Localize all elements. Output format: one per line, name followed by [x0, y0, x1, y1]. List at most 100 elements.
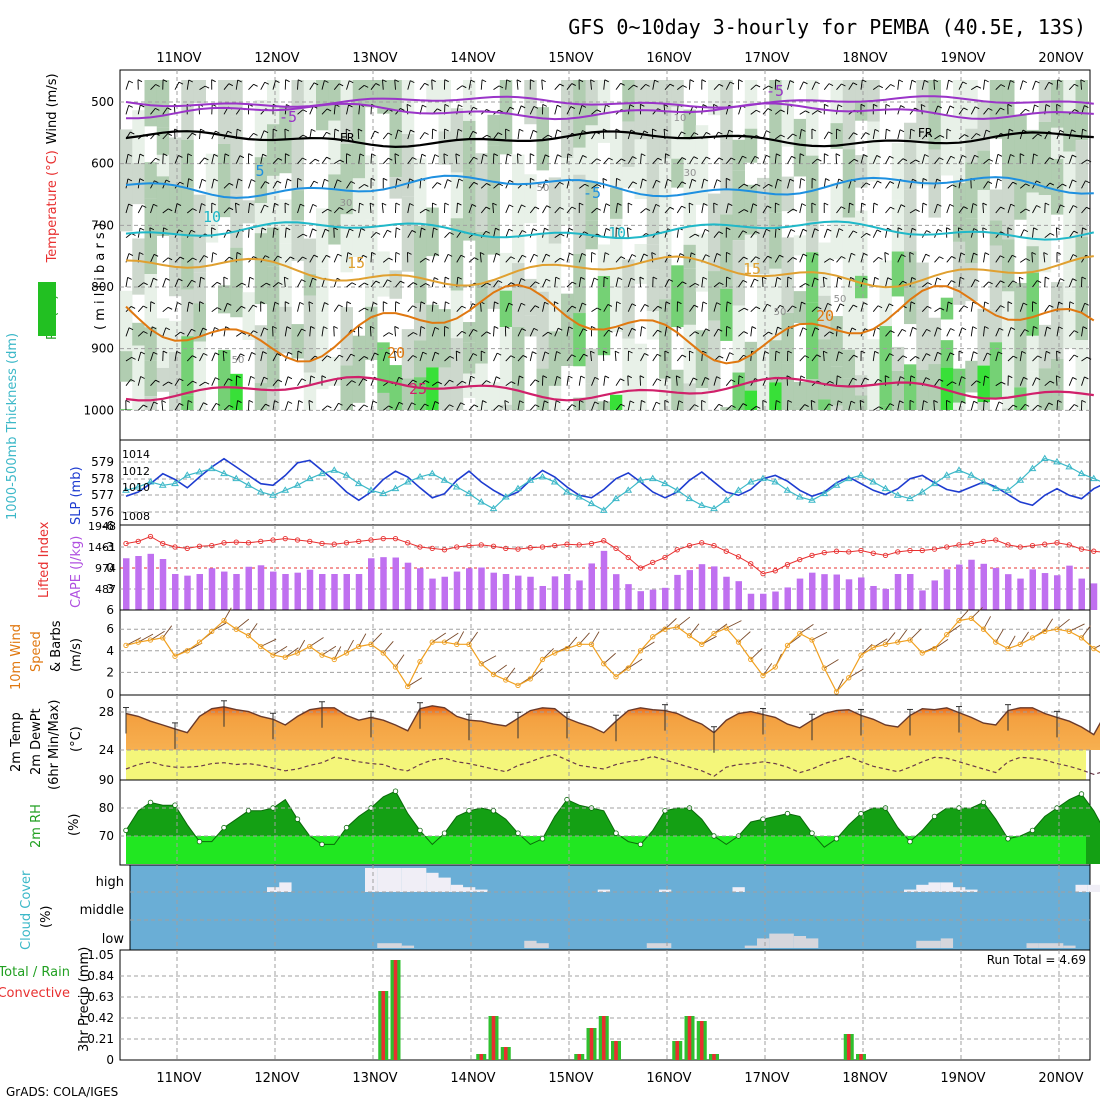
wind-barb-flag [188, 301, 194, 305]
wind-barb-flag [443, 153, 449, 157]
wind-barb-flag [263, 376, 269, 380]
wind-barb [444, 232, 450, 238]
wind-barb-flag [621, 158, 626, 162]
wind-barb-flag [998, 401, 1004, 405]
rh-cell [793, 381, 807, 407]
wind-speed-marker [282, 654, 288, 660]
wind-barb [971, 85, 978, 91]
wind-barb-flag [976, 133, 981, 136]
wind-barb-flag [326, 355, 332, 359]
wind-barb [823, 228, 828, 238]
wind-barb [186, 355, 193, 362]
wind-barb-flag [933, 400, 938, 403]
wind-barb-flag [326, 131, 331, 135]
wind-barb [640, 208, 647, 214]
wind-barb [529, 351, 533, 362]
wind-barb [456, 203, 458, 214]
wind-barb-flag [704, 228, 710, 232]
wind-barb-flag [718, 131, 723, 135]
lifted-index-marker [944, 544, 950, 550]
wind-barb-flag [590, 79, 595, 83]
wind-barb [836, 256, 842, 263]
wind-barb [1068, 301, 1071, 312]
wind-barb [713, 231, 720, 238]
wind-barb-flag [544, 400, 549, 404]
rh-cell [1051, 127, 1064, 159]
wind-barb [125, 203, 130, 214]
wind-barb-flag [191, 132, 197, 136]
wind-barb-flag [167, 306, 173, 310]
wind-speed-marker [1029, 635, 1036, 641]
wind-barb [162, 133, 169, 140]
wind-barb-flag [627, 375, 632, 379]
wind-barb [946, 105, 951, 115]
wind-barb [897, 400, 900, 411]
wind-barb [799, 404, 805, 411]
isotherm-label: -5 [766, 82, 784, 100]
wind-speed-marker [686, 633, 693, 639]
wind-barb [174, 351, 178, 362]
wind-barb-flag [816, 354, 821, 358]
wind-barb [334, 159, 341, 165]
wind-barb [394, 351, 396, 362]
thickness-marker [134, 482, 143, 490]
wind-barb-flag [312, 228, 317, 232]
wind-barb [358, 153, 361, 164]
wind-barb [909, 277, 913, 288]
rh-cell [487, 280, 500, 309]
rh-cell [659, 299, 672, 379]
wind-barb-flag [1008, 128, 1014, 132]
wind-barb [431, 154, 436, 164]
wind-barb-10m [676, 616, 691, 628]
wind-barb [308, 400, 311, 411]
cape-bar [931, 580, 938, 610]
wind-barb [1019, 404, 1026, 411]
wind-barb-flag [1035, 80, 1040, 84]
wind-barb-flag [823, 276, 828, 280]
cape-bar [747, 593, 755, 610]
wind-barb [921, 154, 926, 164]
wind-barb-flag [755, 306, 761, 310]
wind-barb-flag [629, 400, 635, 404]
wind-speed-marker [417, 658, 423, 665]
wind-barb-flag [568, 326, 573, 330]
wind-barb [995, 84, 1002, 90]
wind-barb [516, 79, 519, 90]
wind-barb-flag [139, 178, 144, 182]
thickness-marker [1077, 469, 1086, 477]
rh-cell [254, 157, 268, 204]
wind-barb-flag [359, 202, 364, 206]
cloud-low-bar [806, 938, 819, 948]
wind-barb-flag [726, 276, 731, 280]
wind-barb-flag [1001, 381, 1006, 385]
thickness-marker [575, 492, 584, 500]
thickness-marker [330, 466, 339, 473]
upper-air-grid [120, 70, 1090, 440]
wind-barb-flag [470, 79, 476, 83]
wind-barb [554, 154, 558, 164]
rh-marker [196, 838, 203, 845]
wind-barb-10m [493, 664, 507, 675]
wind-barb-flag [1025, 208, 1030, 212]
rh-cell [744, 341, 758, 391]
wind-barb-flag [495, 227, 500, 231]
wind-barb-flag [926, 353, 931, 356]
wind-barb [689, 282, 696, 288]
wind-barb [810, 400, 813, 411]
wind-barb [689, 377, 694, 386]
wind-barb-flag [912, 178, 917, 182]
wind-barb [970, 106, 976, 115]
wind-barb-flag [878, 85, 883, 89]
wind-barb-flag [127, 178, 133, 182]
wind-barb-flag [1023, 229, 1029, 233]
wind-barb [995, 401, 1000, 411]
wind-barb [309, 106, 314, 115]
wind-barb-flag [364, 307, 369, 311]
wind-barb [260, 154, 264, 164]
wind-barb-flag [338, 402, 343, 406]
wind-barb-flag [984, 375, 990, 379]
wind-barb [468, 353, 474, 362]
rh-cell [205, 153, 219, 203]
wind-speed-marker [833, 689, 840, 695]
